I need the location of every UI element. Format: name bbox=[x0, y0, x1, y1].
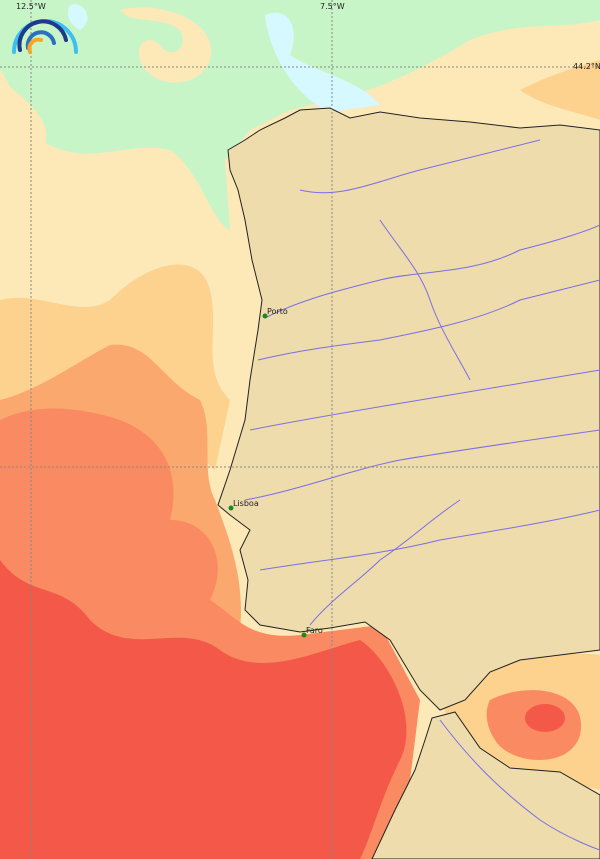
iberia-land bbox=[217, 107, 600, 711]
faro-marker[interactable] bbox=[301, 632, 307, 638]
city-label-lisboa: Lisboa bbox=[233, 499, 259, 508]
rivers bbox=[244, 139, 600, 851]
lat-label-44-2n: 44.2°N bbox=[573, 62, 600, 71]
ocean-cyan-patch bbox=[68, 4, 380, 112]
porto-marker[interactable] bbox=[262, 313, 268, 319]
med-eddy-core bbox=[525, 704, 565, 732]
city-label-porto: Porto bbox=[267, 307, 288, 316]
ocean-red bbox=[0, 560, 407, 859]
ocean-cream-swirl bbox=[0, 7, 212, 150]
lon-label-12-5w: 12.5°W bbox=[16, 2, 46, 11]
city-markers bbox=[228, 313, 307, 638]
logo-icon bbox=[12, 19, 78, 54]
lisboa-marker[interactable] bbox=[228, 505, 234, 511]
city-label-faro: Faro bbox=[306, 626, 323, 635]
lon-label-7-5w: 7.5°W bbox=[320, 2, 345, 11]
